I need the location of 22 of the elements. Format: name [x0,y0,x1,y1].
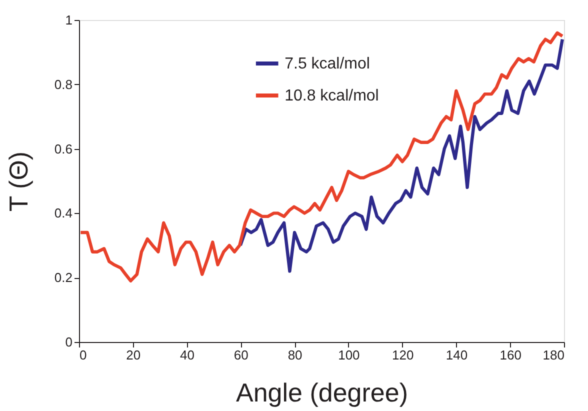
y-tick-label: 0.6 [54,141,72,156]
line-series [238,38,564,273]
x-tick-label: 180 [542,348,564,362]
x-tick-label: 160 [500,348,522,362]
legend-label: 7.5 kcal/mol [284,56,370,72]
line-series [79,31,564,282]
x-tick-label: 60 [234,348,248,362]
y-tick-label: 0.2 [54,270,72,286]
x-axis-title: Angle (degree) [236,378,408,408]
y-tick-label: 1 [65,12,72,28]
x-tick-label: 100 [338,348,360,362]
y-tick-label: 0 [65,334,72,350]
x-tick-label: 0 [80,348,87,362]
legend-label: 10.8 kcal/mol [284,88,379,104]
x-tick-label: 40 [180,348,195,362]
y-axis-title: T (Θ) [3,151,34,212]
x-tick-label: 140 [446,348,468,362]
y-tick-label: 0.4 [54,206,72,221]
y-tick-label: 0.8 [54,76,72,92]
x-tick-label: 120 [392,348,414,362]
x-tick-label: 80 [288,348,302,362]
x-tick-label: 20 [126,348,141,362]
